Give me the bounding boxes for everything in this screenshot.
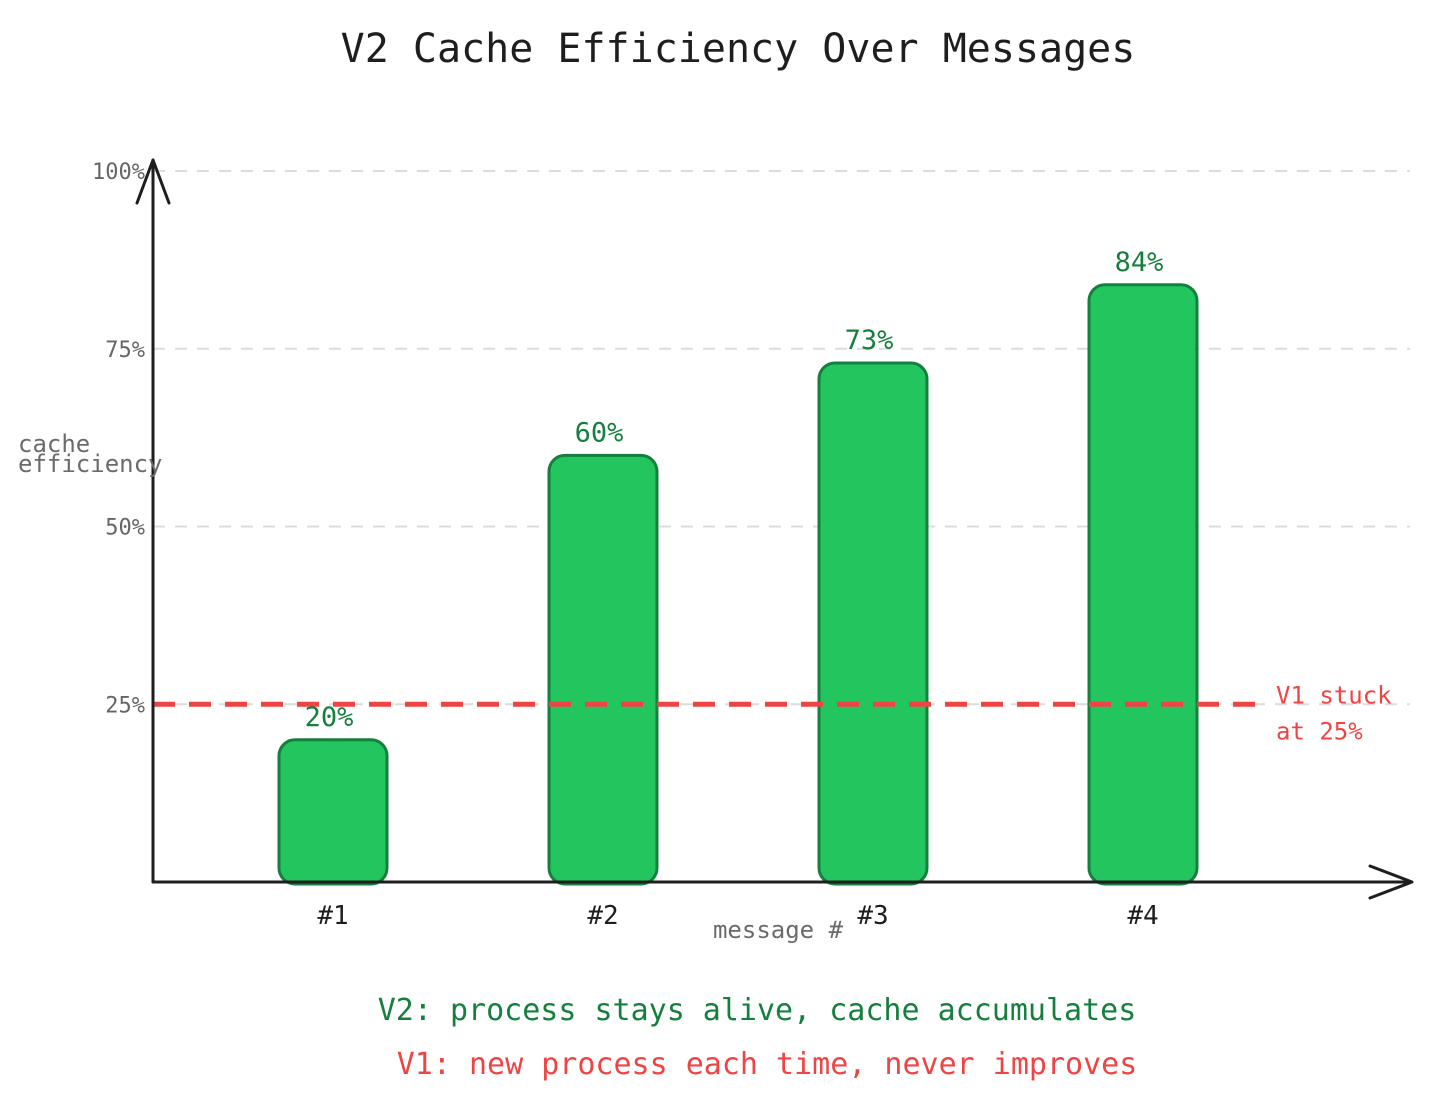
y-tick-label: 75% [105, 338, 145, 363]
y-axis-label-line-1: cache [18, 430, 90, 458]
y-axis-label-line-2: efficiency [18, 450, 163, 478]
data-label: 20% [305, 702, 354, 733]
y-axis-arrow [135, 158, 171, 205]
data-labels: 20% 60% 73% 84% [305, 247, 1164, 733]
x-axis-label: message # [713, 916, 844, 944]
v2-note: V2: process stays alive, cache accumulat… [378, 993, 1137, 1028]
reference-line-label: V1 stuck [1276, 681, 1392, 709]
bars [277, 283, 1199, 886]
chart-title: V2 Cache Efficiency Over Messages [341, 26, 1136, 72]
y-tick-label: 100% [92, 160, 145, 185]
y-tick-label: 25% [105, 693, 145, 718]
x-tick-label: #4 [1127, 901, 1158, 931]
bar [1087, 283, 1199, 886]
y-tick-labels: 25% 50% 75% 100% [92, 160, 145, 718]
x-tick-label: #3 [857, 901, 888, 931]
x-tick-label: #2 [587, 901, 618, 931]
axes [135, 158, 1414, 900]
x-tick-labels: #1 #2 #3 #4 [317, 901, 1158, 931]
reference-line-label: at 25% [1276, 717, 1363, 745]
v1-note: V1: new process each time, never improve… [397, 1047, 1138, 1082]
y-tick-label: 50% [105, 516, 145, 541]
data-label: 60% [575, 417, 624, 448]
reference-line-group: V1 stuck at 25% [153, 681, 1392, 745]
data-label: 73% [845, 325, 894, 356]
x-axis-arrow [1368, 864, 1414, 900]
bar [547, 453, 659, 886]
y-axis-label: cache efficiency [18, 430, 163, 478]
bar [277, 738, 389, 886]
data-label: 84% [1115, 247, 1164, 278]
grid-lines [153, 170, 1410, 706]
x-tick-label: #1 [317, 901, 348, 931]
bar [817, 361, 929, 886]
